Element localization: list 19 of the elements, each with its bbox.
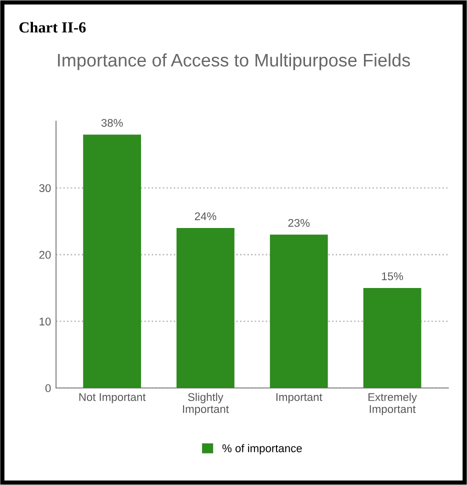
x-tick-label: Important [276, 393, 322, 404]
legend-label: % of importance [222, 444, 302, 454]
data-label: 24% [194, 212, 216, 220]
bar [83, 134, 142, 388]
x-tick-label: Extremely Important [368, 392, 417, 416]
chart-title: Chart II-6 [19, 22, 86, 33]
y-tick-label: 20 [39, 250, 51, 259]
data-label: 23% [288, 219, 310, 227]
x-tick-label: Not Important [79, 393, 146, 404]
chart-subtitle: Importance of Access to Multipurpose Fields [58, 53, 410, 70]
bar [363, 288, 422, 388]
y-tick-label: 10 [40, 318, 51, 326]
x-tick-label: Slightly Important [183, 392, 229, 416]
data-label: 38% [101, 118, 123, 127]
data-label: 15% [382, 272, 404, 280]
y-tick-label: 30 [39, 184, 51, 192]
bar [176, 228, 234, 388]
bar [270, 234, 328, 388]
y-tick-label: 0 [45, 384, 51, 392]
